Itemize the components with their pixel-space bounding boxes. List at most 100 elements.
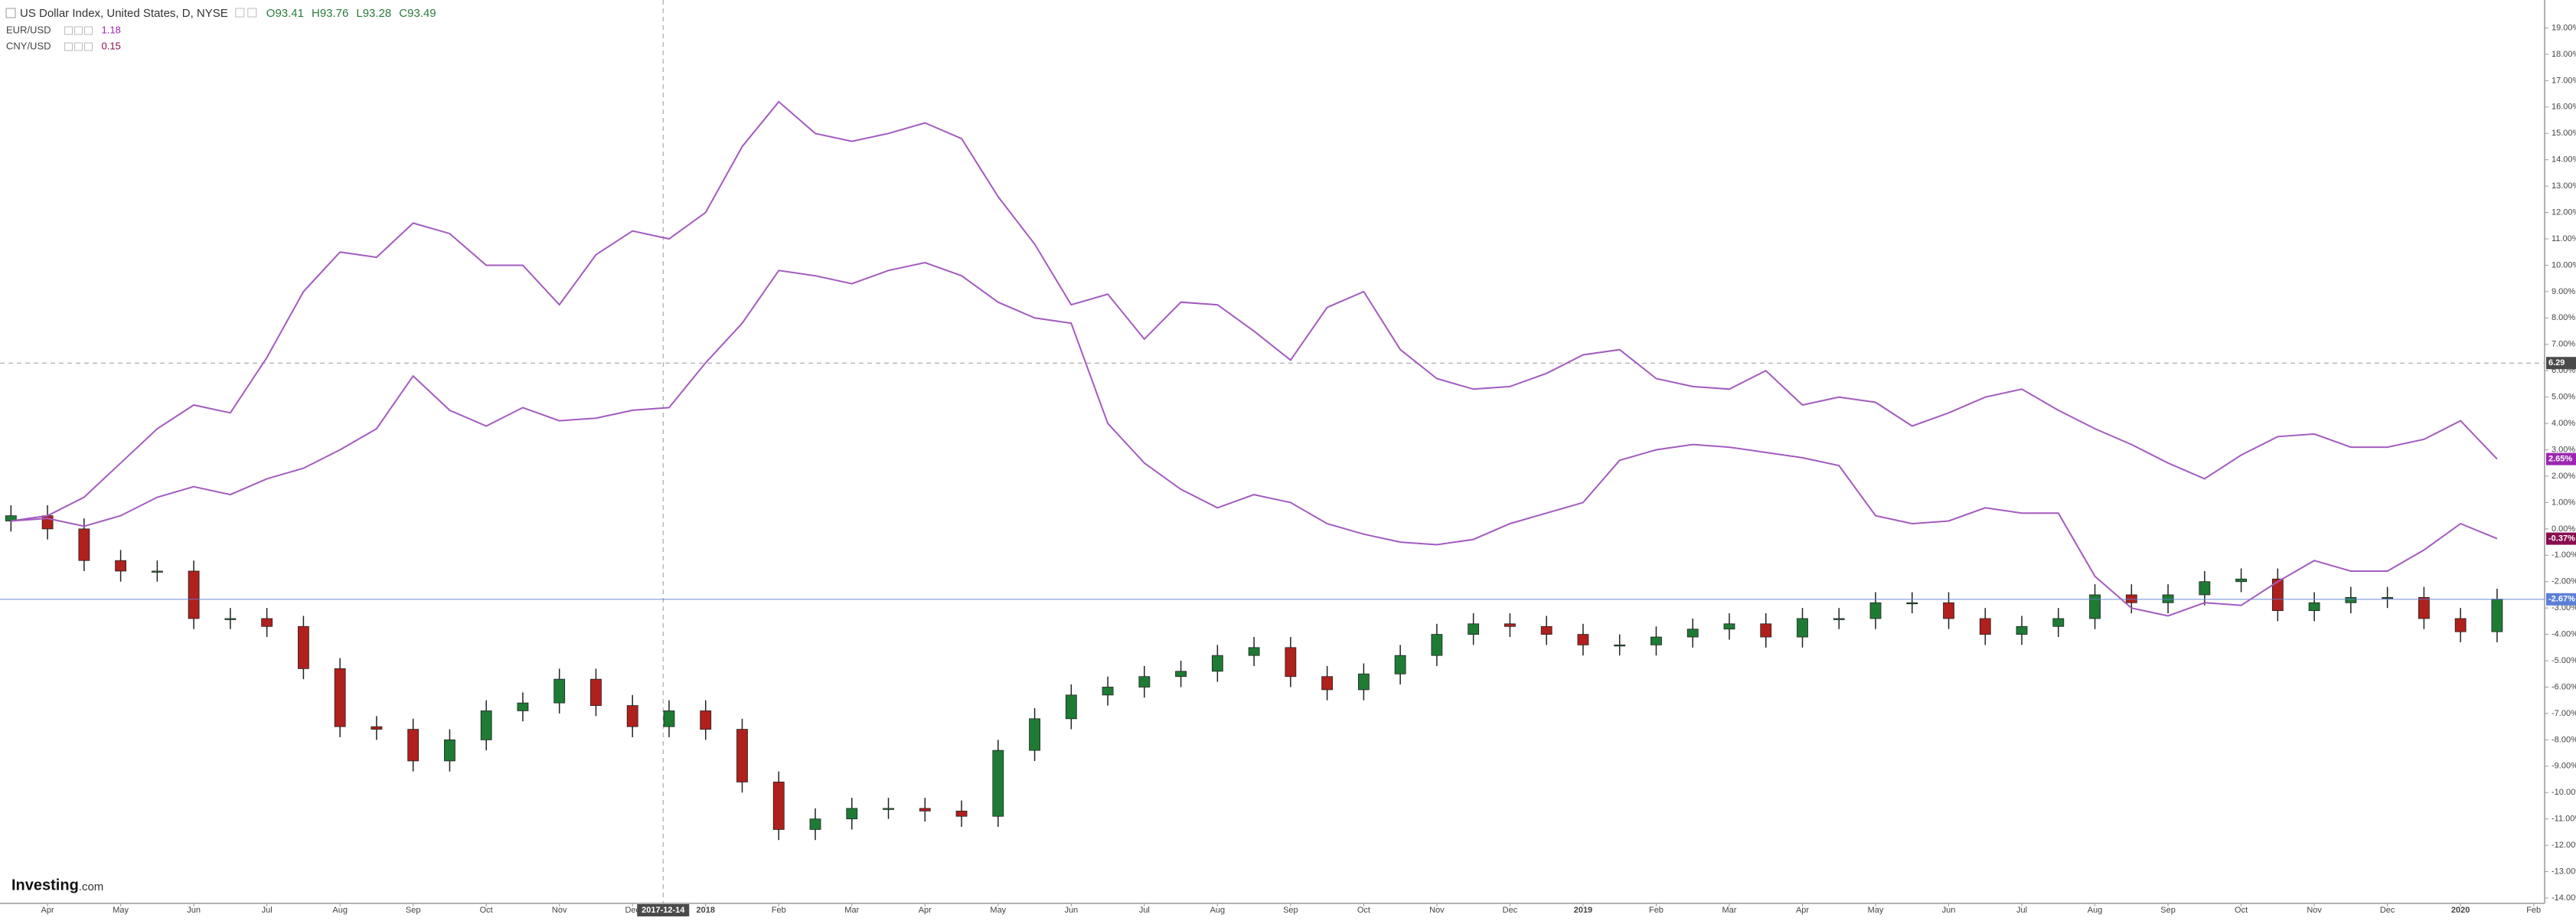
x-tick-label: Apr (919, 906, 932, 915)
candle-body (809, 818, 821, 830)
candle-body (1504, 623, 1516, 627)
legend-name: EUR/USD (6, 24, 51, 35)
candle-body (955, 810, 968, 817)
x-tick-label: Oct (2235, 906, 2248, 915)
x-tick-label: Sep (2160, 906, 2176, 915)
x-tick-label: Dec (625, 906, 640, 915)
candle-body (1102, 687, 1114, 696)
collapse-icon[interactable] (5, 8, 16, 18)
x-tick-label: Nov (2307, 906, 2322, 915)
y-tick-label: -8.00% (2552, 735, 2576, 744)
candle-body (2235, 578, 2248, 583)
candle-body (2345, 596, 2357, 603)
candle-body (2271, 578, 2284, 612)
x-tick-label: Jun (1064, 906, 1078, 915)
last-value-tag: 2.65% (2546, 452, 2576, 465)
x-tick-label: May (1868, 906, 1884, 915)
candle-body (1979, 618, 1991, 635)
x-tick-label: Feb (1649, 906, 1663, 915)
x-tick-label: 2020 (2451, 906, 2470, 915)
legend-icon (247, 8, 257, 18)
ohlc-label: C93.49 (399, 7, 436, 20)
ohlc-label: O93.41 (266, 7, 304, 20)
x-tick-label: 2018 (696, 906, 714, 915)
y-tick-label: 14.00% (2552, 155, 2576, 165)
legend-icon (235, 8, 245, 18)
y-tick-label: 2.00% (2552, 472, 2575, 481)
x-tick-label: Feb (2526, 906, 2541, 915)
candle-body (772, 782, 785, 830)
candle-body (407, 729, 420, 762)
legend-icon (84, 26, 93, 35)
y-tick-label: 7.00% (2552, 340, 2575, 349)
candle-body (1321, 676, 1334, 691)
legend-value: 1.18 (102, 24, 121, 35)
legend-icon (64, 26, 73, 35)
y-tick-label: -2.00% (2552, 577, 2576, 586)
candle-body (626, 705, 638, 727)
last-value-tag-text: -2.67% (2548, 595, 2575, 604)
crosshair-tag-bg (2546, 357, 2576, 370)
x-tick-label: Sep (406, 906, 421, 915)
candle-body (2418, 596, 2430, 619)
candle-body (1577, 634, 1589, 645)
logo-suffix: .com (79, 880, 104, 893)
candle-body (1540, 625, 1552, 635)
y-tick-label: 15.00% (2552, 129, 2576, 138)
candle-body (517, 702, 529, 711)
candle-body (700, 710, 712, 730)
candle-body (2052, 618, 2065, 627)
y-tick-label: -14.00% (2552, 893, 2576, 903)
candle-body (371, 726, 383, 730)
logo: Investing .com (11, 877, 103, 893)
candle-body (334, 668, 346, 727)
y-tick-label: -7.00% (2552, 709, 2576, 718)
candle-body (1869, 602, 1882, 619)
y-tick-label: -4.00% (2552, 630, 2576, 639)
x-tick-label: Jul (1139, 906, 1150, 915)
candle-body (553, 678, 566, 704)
candle-body (992, 750, 1004, 817)
candle-body (444, 739, 455, 762)
candle-body (2308, 602, 2320, 612)
candle-body (2016, 625, 2028, 635)
x-tick-label: Jul (262, 906, 273, 915)
header: US Dollar Index, United States, D, NYSE … (5, 7, 436, 20)
y-tick-label: 10.00% (2552, 260, 2576, 269)
y-tick-label: 0.00% (2552, 524, 2575, 534)
y-tick-label: -5.00% (2552, 656, 2576, 665)
line-series (11, 261, 2498, 617)
candle-body (1065, 694, 1077, 720)
candle-body (151, 570, 163, 573)
candle-body (115, 560, 127, 572)
y-tick-label: -1.00% (2552, 550, 2576, 560)
ohlc-label: L93.28 (356, 7, 391, 20)
line-series (11, 100, 2498, 522)
y-tick-label: 8.00% (2552, 313, 2575, 322)
x-tick-label: Aug (1210, 906, 1226, 915)
x-tick-label: Dec (1503, 906, 1518, 915)
series-title: US Dollar Index, United States, D, NYSE (20, 7, 228, 20)
candle-body (1906, 602, 1918, 605)
x-tick-label: Nov (552, 906, 567, 915)
candle-body (883, 808, 894, 810)
candle-body (2454, 618, 2467, 632)
x-tick-label: Jun (1942, 906, 1956, 915)
logo-name: Investing (11, 877, 79, 893)
candle-body (261, 618, 273, 627)
x-tick-label: Dec (2380, 906, 2395, 915)
candle-body (1833, 618, 1845, 620)
candle-body (188, 570, 200, 619)
last-value-tag-bg (2546, 593, 2576, 606)
candle-body (1943, 602, 1954, 619)
crosshair-date-text: 2017-12-14 (642, 906, 685, 915)
legend-icon (74, 42, 83, 51)
legend-item: EUR/USD 1.18 (6, 24, 121, 35)
y-tick-label: -3.00% (2552, 603, 2576, 612)
legend-icon (64, 42, 73, 51)
candle-body (1394, 655, 1406, 674)
y-tick-label: -9.00% (2552, 762, 2576, 771)
legend-value: 0.15 (102, 40, 121, 51)
y-tick-label: -6.00% (2552, 682, 2576, 691)
